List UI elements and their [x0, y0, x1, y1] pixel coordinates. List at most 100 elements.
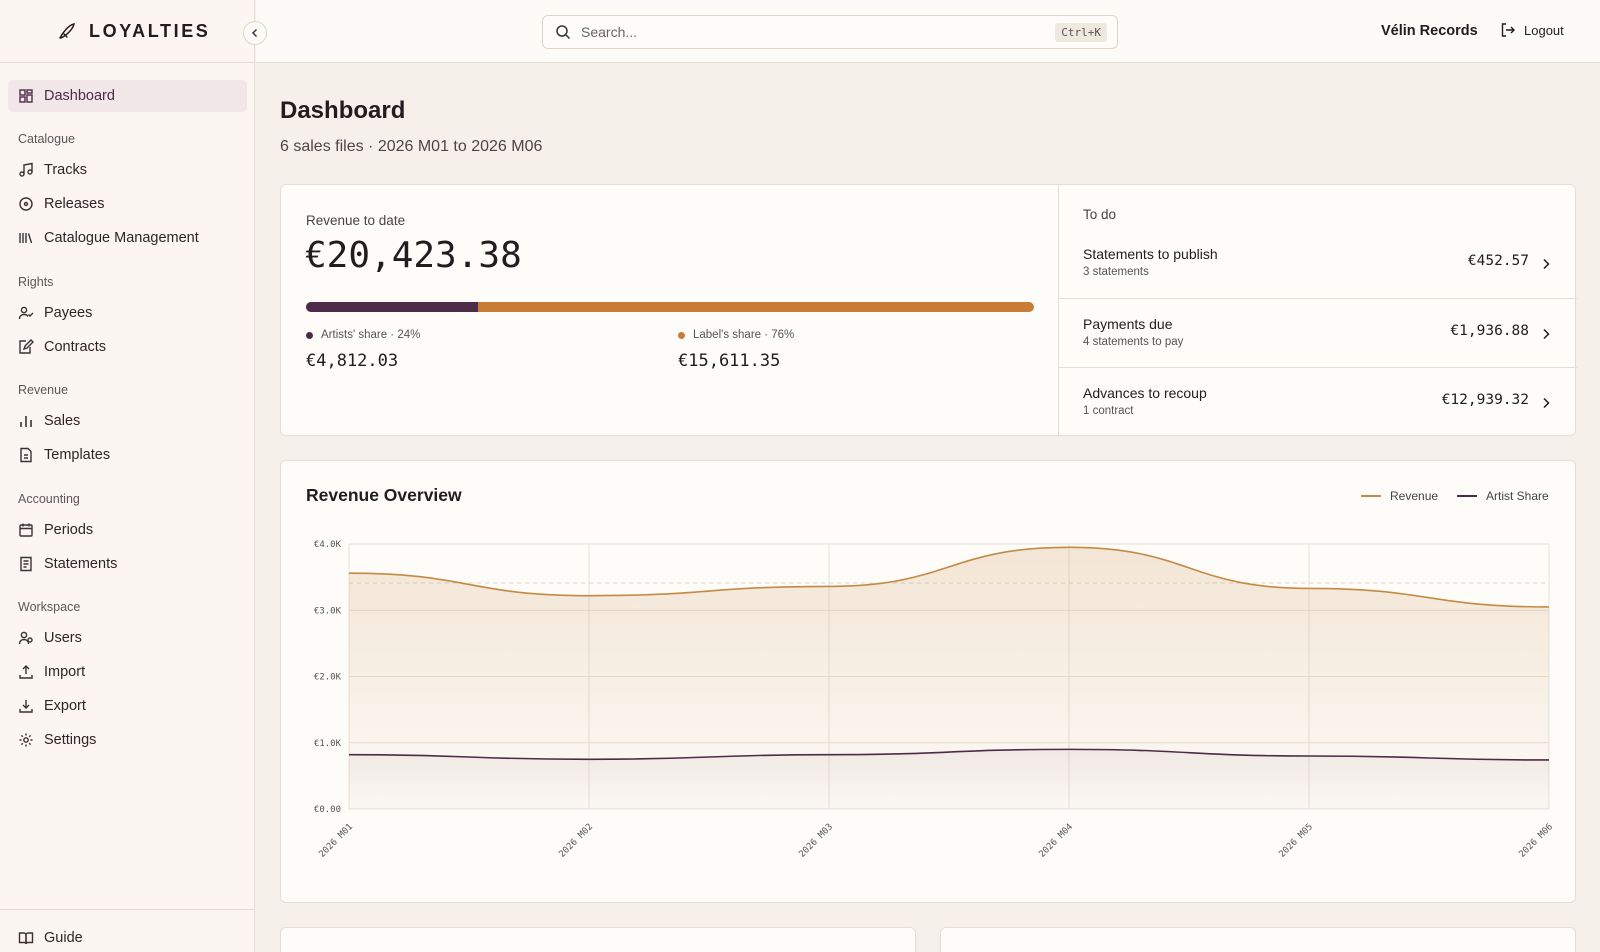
todo-item-title: Statements to publish [1083, 246, 1218, 262]
revenue-label: Revenue to date [306, 213, 406, 228]
legend-swatch-revenue [1361, 495, 1381, 497]
receipt-icon [20, 556, 32, 572]
sidebar-item-import[interactable]: Import [18, 660, 85, 684]
sidebar-item-label: Guide [44, 930, 83, 946]
revenue-summary-card: Revenue to date €20,423.38 Artists' shar… [280, 184, 1577, 436]
sidebar-item-label: Releases [44, 196, 105, 212]
organization-name[interactable]: Vélin Records [1381, 23, 1478, 39]
user-check-icon [18, 306, 34, 320]
sidebar: LOYALTIES Dashboard Catalogue Tracks Rel… [0, 0, 255, 952]
brand[interactable]: LOYALTIES [0, 0, 254, 63]
todo-item-statements-to-publish[interactable]: Statements to publish 3 statements €452.… [1059, 230, 1577, 298]
top-bar: Ctrl+K Vélin Records Logout [256, 0, 1600, 63]
chart-title: Revenue Overview [306, 485, 462, 505]
sidebar-item-contracts[interactable]: Contracts [18, 335, 106, 359]
label-share-legend: Label's share · 76% [678, 329, 794, 341]
sidebar-item-periods[interactable]: Periods [18, 518, 93, 542]
x-tick-label: 2026 M03 [797, 822, 835, 860]
search-icon [556, 25, 571, 40]
legend-artist-share[interactable]: Artist Share [1457, 489, 1549, 503]
y-tick-label: €0.00 [314, 805, 341, 815]
series-area-revenue [349, 547, 1549, 809]
sidebar-item-label: Tracks [44, 162, 87, 178]
y-tick-label: €4.0K [314, 540, 342, 550]
sidebar-item-tracks[interactable]: Tracks [18, 158, 87, 182]
sidebar-item-export[interactable]: Export [18, 694, 86, 718]
contract-icon [19, 339, 34, 354]
sidebar-item-settings[interactable]: Settings [18, 728, 96, 752]
active-indicator [8, 80, 247, 112]
todo-item-payments-due[interactable]: Payments due 4 statements to pay €1,936.… [1059, 298, 1577, 366]
x-tick-label: 2026 M05 [1277, 822, 1315, 860]
library-icon [19, 233, 33, 244]
todo-item-value: €1,936.88 [1450, 323, 1529, 339]
sidebar-item-templates[interactable]: Templates [18, 443, 110, 467]
logo-icon [59, 23, 75, 39]
sidebar-item-label: Catalogue Management [44, 230, 199, 246]
section-revenue: Revenue [18, 383, 69, 397]
y-tick-label: €2.0K [314, 673, 342, 683]
todo-item-advances-to-recoup[interactable]: Advances to recoup 1 contract €12,939.32 [1059, 367, 1577, 435]
legend-swatch-artist-share [1457, 495, 1477, 497]
legend-revenue[interactable]: Revenue [1361, 489, 1438, 503]
sidebar-item-statements[interactable]: Statements [18, 552, 117, 576]
chevron-right-icon [1543, 397, 1550, 409]
y-tick-label: €1.0K [314, 739, 342, 749]
sidebar-item-label: Import [44, 664, 86, 680]
series-line-revenue [348, 546, 1550, 608]
section-accounting: Accounting [18, 492, 80, 506]
sidebar-item-guide[interactable]: Guide [18, 926, 83, 950]
todo-item-value: €452.57 [1467, 253, 1529, 269]
sidebar-item-dashboard[interactable]: Dashboard [18, 84, 115, 108]
chevron-left-icon [251, 28, 258, 38]
brand-name: LOYALTIES [89, 20, 211, 41]
sidebar-item-label: Statements [44, 556, 118, 572]
collapse-sidebar-button[interactable] [243, 21, 267, 45]
revenue-total: €20,423.38 [305, 235, 522, 276]
dashboard-icon [19, 89, 33, 103]
shortcut-badge: Ctrl+K [1055, 23, 1107, 42]
upload-icon [19, 665, 33, 679]
chevron-right-icon [1543, 258, 1550, 270]
legend-label-revenue: Revenue [1390, 489, 1439, 503]
logout-label: Logout [1524, 22, 1564, 38]
music-note-icon [19, 162, 33, 177]
legend-label-artist-share: Artist Share [1486, 489, 1549, 503]
todo-title: To do [1083, 207, 1117, 222]
bottom-card-right [940, 927, 1576, 952]
x-tick-label: 2026 M02 [557, 822, 595, 860]
x-tick-label: 2026 M04 [1037, 822, 1075, 860]
section-workspace: Workspace [18, 600, 81, 614]
todo-item-value: €12,939.32 [1441, 392, 1529, 408]
calendar-icon [19, 523, 33, 537]
sidebar-item-payees[interactable]: Payees [18, 301, 92, 325]
logout-button[interactable]: Logout [1500, 22, 1564, 38]
chevron-right-icon [1543, 328, 1550, 340]
sidebar-item-sales[interactable]: Sales [18, 409, 80, 433]
sidebar-item-label: Export [44, 698, 86, 714]
artists-share-dot [306, 331, 313, 339]
artists-share-amount: €4,812.03 [306, 351, 399, 371]
sidebar-item-catalogue-management[interactable]: Catalogue Management [18, 226, 199, 250]
y-tick-label: €3.0K [314, 606, 342, 616]
todo-item-subtitle: 1 contract [1083, 405, 1134, 417]
sidebar-item-label: Users [44, 630, 82, 646]
book-icon [18, 932, 34, 945]
bar-chart-icon [20, 416, 32, 427]
revenue-overview-card: €0.00 €1.0K €2.0K €3.0K €4.0K 2026 M01 2026 M0… [280, 460, 1576, 903]
artists-share-label: Artists' share · 24% [321, 329, 421, 341]
label-share-amount: €15,611.35 [678, 351, 781, 371]
sidebar-item-label: Periods [44, 522, 94, 538]
artists-share-legend: Artists' share · 24% [306, 329, 420, 341]
logout-icon [1501, 23, 1515, 37]
template-icon [20, 447, 32, 463]
series-area-artist-share [349, 749, 1549, 809]
label-share-dot [678, 331, 685, 339]
todo-item-subtitle: 4 statements to pay [1083, 336, 1184, 348]
search-box[interactable]: Ctrl+K [542, 15, 1118, 49]
sidebar-item-label: Sales [44, 413, 81, 429]
search-input[interactable] [581, 24, 1021, 40]
sidebar-item-users[interactable]: Users [18, 626, 82, 650]
sidebar-item-releases[interactable]: Releases [18, 192, 104, 216]
revenue-chart: €0.00 €1.0K €2.0K €3.0K €4.0K 2026 M01 2026 M0… [314, 540, 1555, 860]
